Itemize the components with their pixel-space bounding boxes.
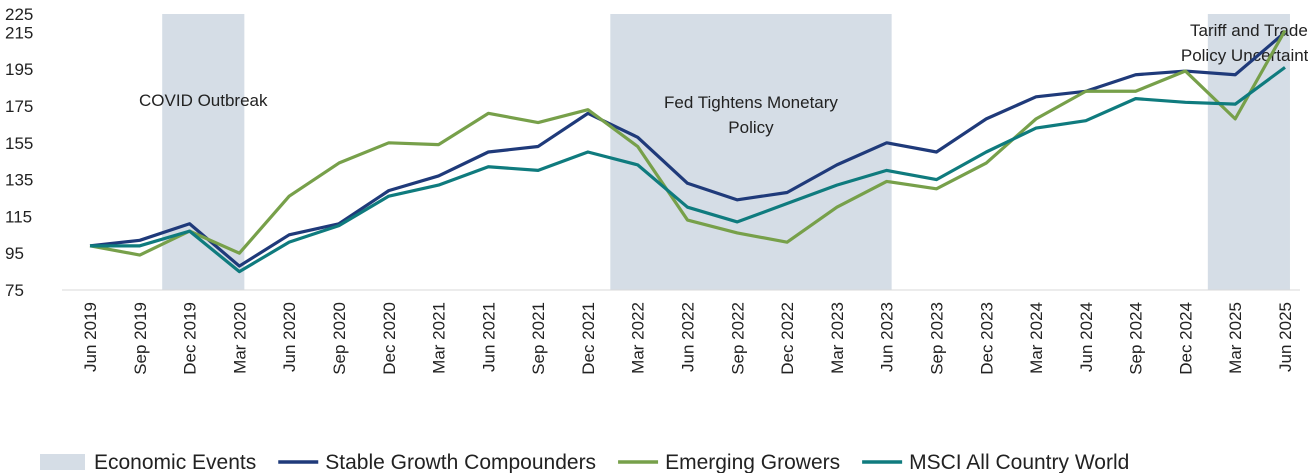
y-tick-label: 75 xyxy=(5,281,24,300)
x-tick-label: Sep 2022 xyxy=(728,302,747,375)
x-tick-label: Jun 2022 xyxy=(679,302,698,372)
series-line xyxy=(89,29,1287,257)
event-label: Policy xyxy=(728,118,774,137)
y-tick-label: 195 xyxy=(5,60,33,79)
x-tick-label: Jun 2023 xyxy=(878,302,897,372)
legend-label: Emerging Growers xyxy=(665,451,840,473)
y-tick-label: 155 xyxy=(5,134,33,153)
y-tick-label: 135 xyxy=(5,171,33,190)
y-tick-label: 115 xyxy=(5,207,32,226)
x-tick-label: Mar 2024 xyxy=(1027,302,1046,374)
x-tick-label: Mar 2020 xyxy=(230,302,249,374)
legend-swatch xyxy=(40,454,85,470)
event-band xyxy=(1207,14,1290,290)
legend-label: Economic Events xyxy=(94,451,256,473)
x-tick-label: Dec 2024 xyxy=(1176,302,1195,375)
event-label: Tariff and Trade xyxy=(1190,21,1308,40)
x-tick-label: Jun 2021 xyxy=(479,302,498,372)
x-tick-label: Jun 2024 xyxy=(1077,302,1096,372)
x-tick-label: Sep 2021 xyxy=(529,302,548,375)
event-label: Fed Tightens Monetary xyxy=(664,93,838,112)
x-tick-label: Mar 2022 xyxy=(629,302,648,374)
y-tick-label: 175 xyxy=(5,97,33,116)
x-tick-label: Dec 2022 xyxy=(778,302,797,375)
x-tick-label: Sep 2023 xyxy=(927,302,946,375)
x-tick-label: Dec 2023 xyxy=(977,302,996,375)
x-tick-label: Sep 2019 xyxy=(131,302,150,375)
x-tick-label: Jun 2025 xyxy=(1276,302,1295,372)
series-line xyxy=(90,66,1286,274)
x-tick-label: Jun 2019 xyxy=(81,302,100,372)
x-tick-label: Mar 2021 xyxy=(430,302,449,374)
event-band xyxy=(610,14,892,290)
x-tick-label: Sep 2020 xyxy=(330,302,349,375)
x-tick-label: Mar 2025 xyxy=(1226,302,1245,374)
legend-label: MSCI All Country World xyxy=(909,451,1129,473)
x-tick-label: Dec 2019 xyxy=(181,302,200,375)
event-label: COVID Outbreak xyxy=(139,91,268,110)
y-tick-label: 225 xyxy=(5,5,33,24)
x-tick-label: Dec 2021 xyxy=(579,302,598,375)
y-tick-label: 215 xyxy=(5,23,33,42)
x-tick-label: Dec 2020 xyxy=(380,302,399,375)
event-label: Policy Uncertainty xyxy=(1181,46,1308,65)
legend-label: Stable Growth Compounders xyxy=(325,451,596,473)
x-tick-label: Jun 2020 xyxy=(280,302,299,372)
x-tick-label: Mar 2023 xyxy=(828,302,847,374)
x-tick-label: Sep 2024 xyxy=(1127,302,1146,375)
y-tick-label: 95 xyxy=(5,244,24,263)
